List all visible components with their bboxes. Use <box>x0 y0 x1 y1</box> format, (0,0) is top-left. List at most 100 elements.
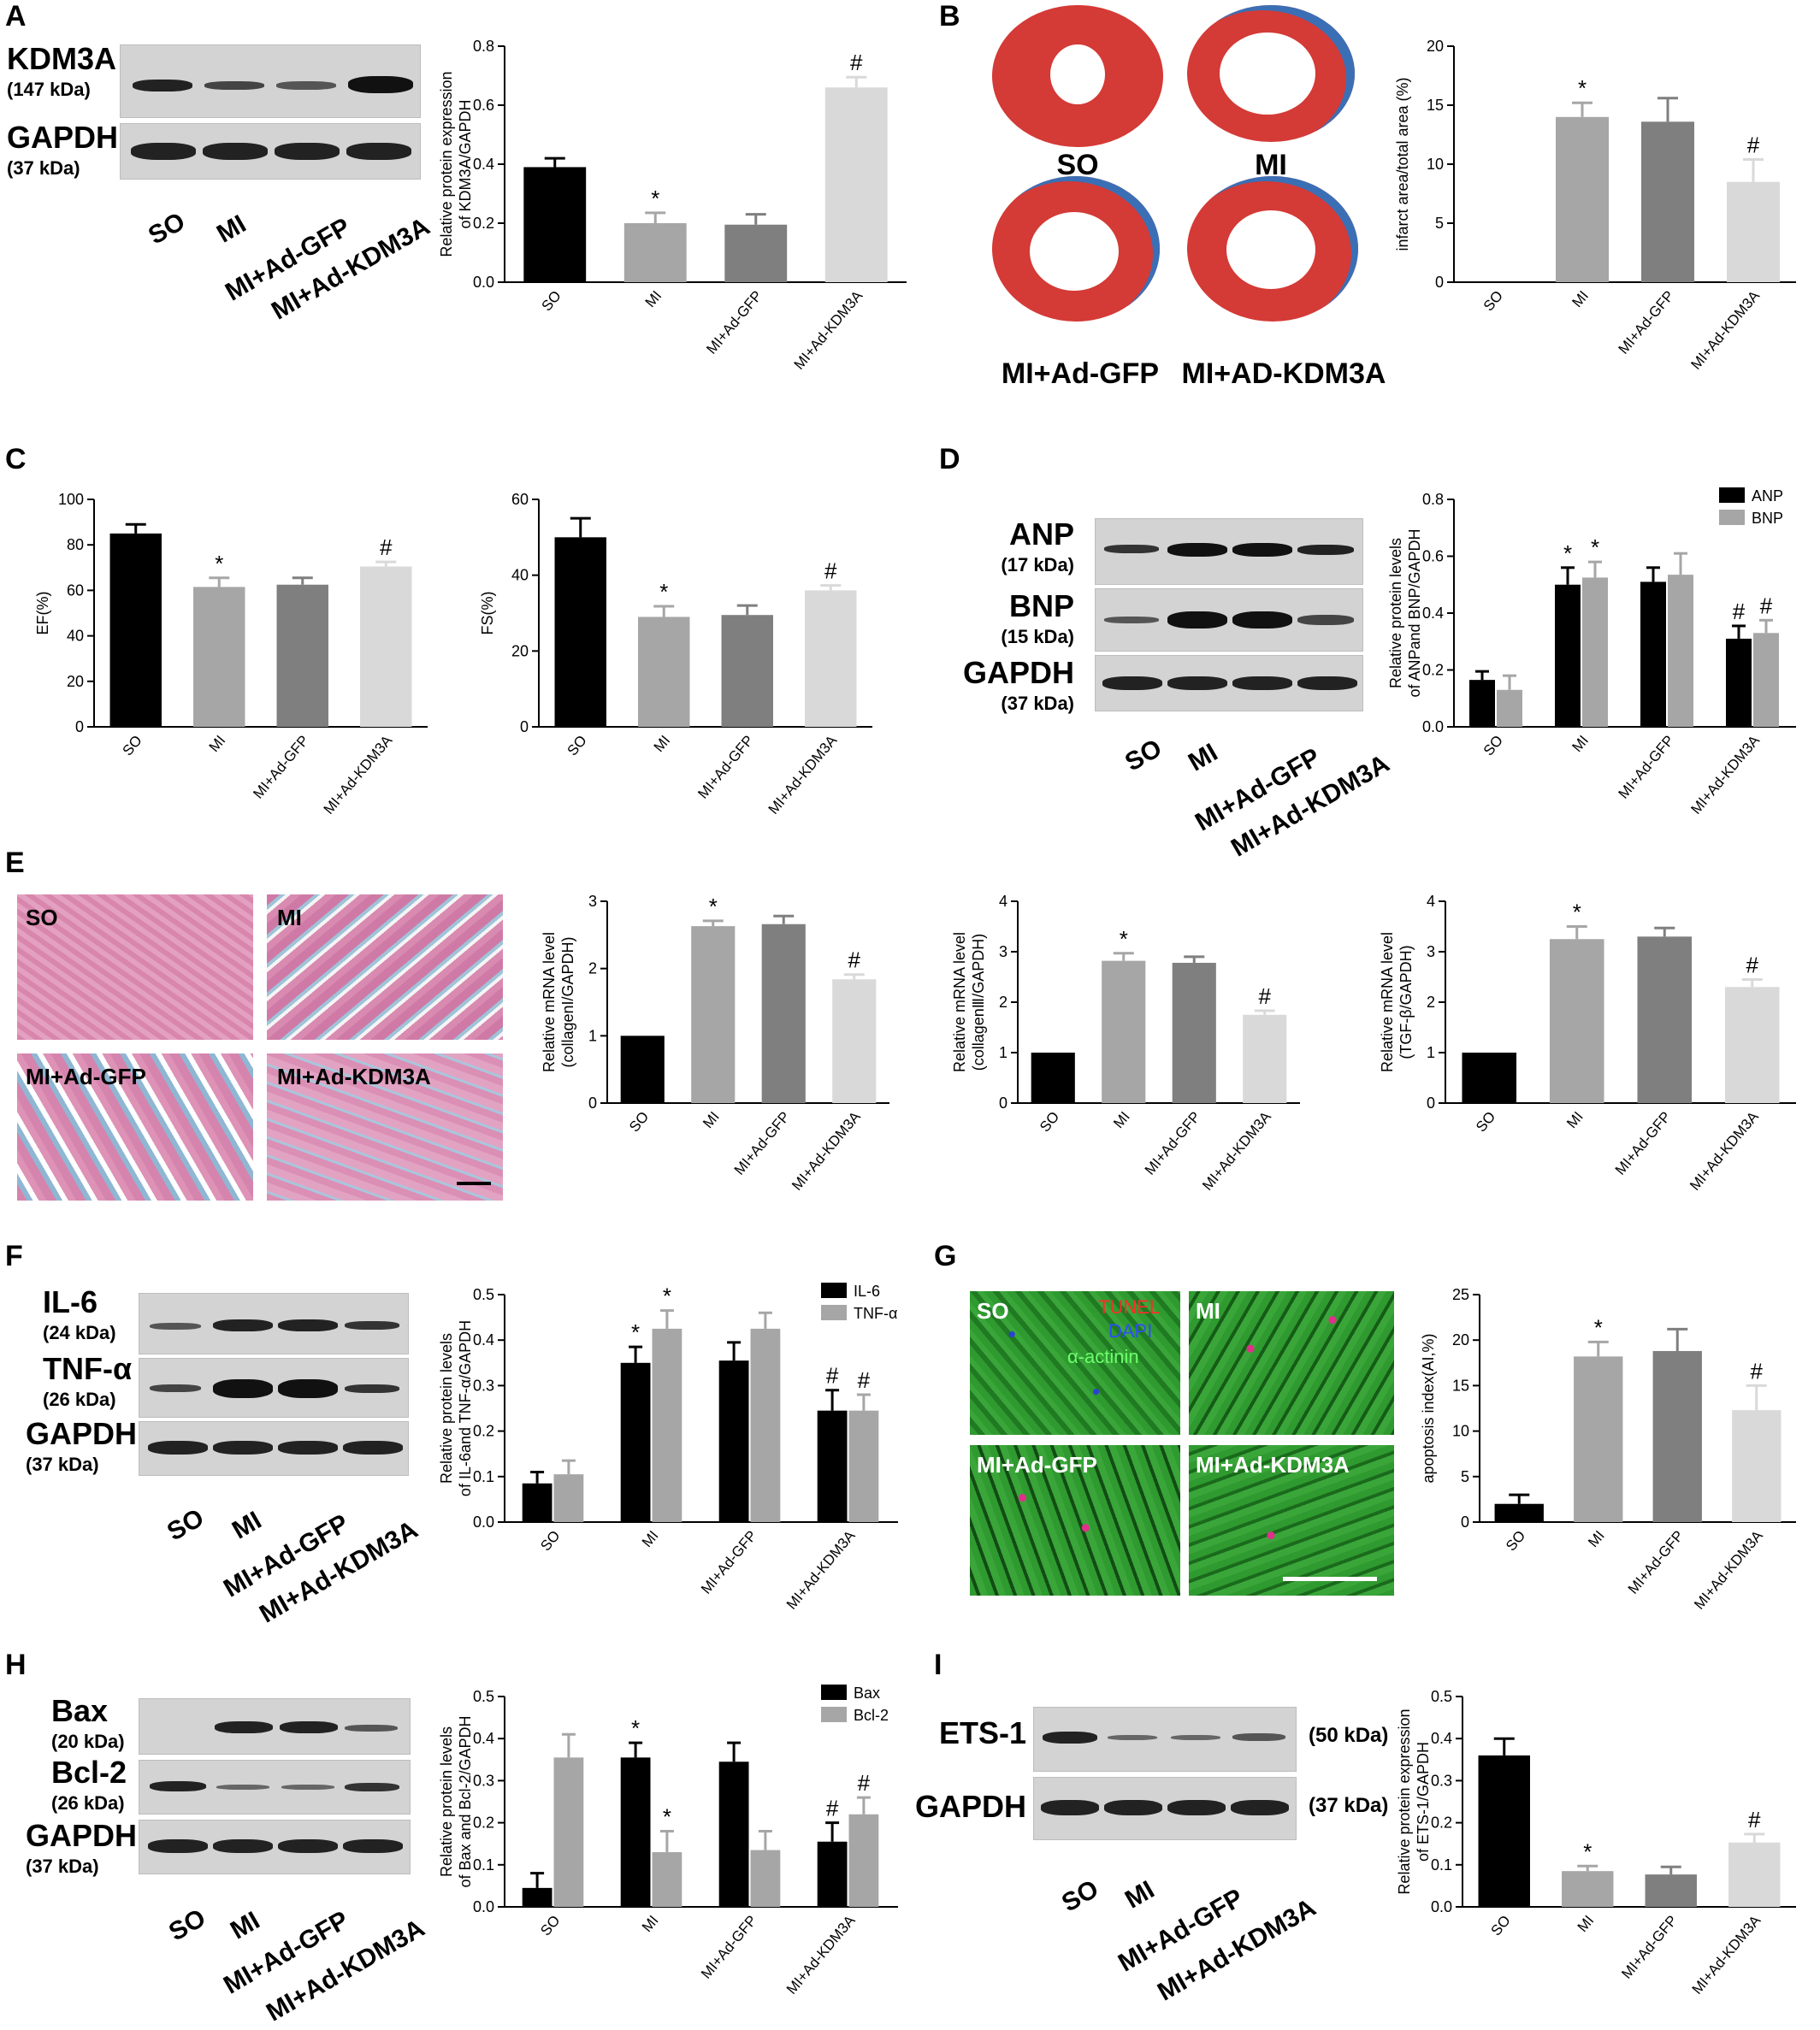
blot-row-label: GAPDH (37 kDa) <box>26 1416 137 1476</box>
bar <box>1726 638 1752 727</box>
protein-kda: (37 kDa) <box>26 1856 99 1877</box>
bar <box>522 1483 552 1522</box>
y-tick-label: 15 <box>1452 1377 1469 1394</box>
y-tick-label: 10 <box>1427 156 1444 173</box>
y-tick-label: 60 <box>67 581 84 599</box>
legend-swatch <box>821 1707 847 1722</box>
bar <box>1640 581 1666 727</box>
y-tick-label: 0.0 <box>473 1898 494 1915</box>
bar <box>620 1362 651 1522</box>
blot-row-label: IL-6 (24 kDa) <box>43 1284 116 1344</box>
y-tick-label: 0.0 <box>473 274 494 291</box>
western-blot-anp <box>1095 518 1363 585</box>
y-tick-label: 2 <box>588 960 597 977</box>
x-tick-label: MI <box>1569 732 1592 755</box>
y-tick-label: 0.5 <box>473 1286 494 1303</box>
panel-label-b: B <box>939 0 960 32</box>
significance-mark: * <box>1594 1314 1603 1340</box>
bar-chart-tgf-beta: 0 1 2 3 4 Relative mRNA level (TGF-β/GAPDH) SO *… <box>1379 893 1796 1194</box>
y-axis-label: apoptosis index(AI,%) <box>1420 1333 1437 1483</box>
blot-row-label: ANP (17 kDa) <box>980 516 1074 576</box>
y-axis-label-line: of IL-6and TNF-α/GAPDH <box>457 1320 474 1496</box>
y-tick-label: 20 <box>1452 1331 1469 1348</box>
stain-label-actinin: α-actinin <box>1067 1346 1139 1367</box>
y-tick-label: 1 <box>588 1027 597 1044</box>
y-tick-label: 0.0 <box>473 1514 494 1531</box>
histology-tile-so <box>17 894 253 1040</box>
y-tick-label: 0.2 <box>473 1815 494 1832</box>
bar <box>1728 1842 1781 1907</box>
y-axis-label: Relative protein levels of ANPand BNP/GAP… <box>1387 528 1423 697</box>
stain-label-dapi: DAPI <box>1108 1320 1153 1342</box>
tile-label: SO <box>977 1298 1009 1324</box>
y-tick-label: 0 <box>520 718 529 735</box>
protein-kda: (37 kDa) <box>7 157 80 179</box>
bar <box>1031 1053 1075 1103</box>
western-blot-bax <box>139 1698 411 1755</box>
y-tick-label: 0.3 <box>473 1772 494 1789</box>
significance-mark: * <box>1591 534 1599 560</box>
x-tick-label: MI <box>1110 1108 1133 1131</box>
x-tick-label: MI <box>206 732 229 755</box>
y-tick-label: 3 <box>1427 943 1435 960</box>
bar <box>553 1757 584 1907</box>
significance-mark: # <box>848 947 861 973</box>
x-tick-label: MI+Ad-KDM3A <box>789 1108 864 1194</box>
western-blot-gapdh <box>1033 1777 1297 1840</box>
protein-name: ANP <box>1008 516 1074 552</box>
y-tick-label: 3 <box>588 893 597 910</box>
y-tick-label: 0 <box>999 1095 1008 1112</box>
legend-label: Bax <box>854 1685 880 1702</box>
significance-mark: * <box>1578 75 1587 101</box>
legend-label: IL-6 <box>854 1283 880 1300</box>
y-axis-label-line: Relative mRNA level <box>541 932 558 1072</box>
significance-mark: * <box>663 1284 671 1309</box>
x-tick-label: MI+Ad-GFP <box>250 732 312 801</box>
y-tick-label: 40 <box>511 567 529 584</box>
bar <box>1641 121 1694 282</box>
x-tick-label: MI <box>642 287 665 310</box>
grouped-bar-chart-bax-bcl2: 0.0 0.1 0.2 0.3 0.4 0.5 Relative protein level… <box>438 1685 898 1998</box>
y-axis-label-line: Relative protein expression <box>1396 1708 1413 1894</box>
protein-kda: (147 kDa) <box>7 79 91 100</box>
x-tick-label: MI <box>639 1912 662 1935</box>
bar <box>1582 577 1608 727</box>
protein-name: GAPDH <box>963 655 1075 690</box>
y-tick-label: 0 <box>1435 274 1444 291</box>
tile-label: MI+Ad-KDM3A <box>277 1064 431 1089</box>
grouped-bar-chart-il6-tnfa: 0.0 0.1 0.2 0.3 0.4 0.5 Relative protein level… <box>438 1283 898 1613</box>
y-axis-label: infarct area/total area (%) <box>1394 77 1411 251</box>
x-tick-label: SO <box>1473 1108 1498 1135</box>
y-tick-label: 0 <box>75 718 84 735</box>
western-blot-bcl2 <box>139 1760 411 1815</box>
group-label: SO <box>162 1503 210 1547</box>
tile-label: MI+Ad-KDM3A <box>1196 1452 1350 1478</box>
y-tick-label: 20 <box>511 642 529 659</box>
y-axis-label: Relative protein expression of KDM3A/GAPD… <box>438 71 474 257</box>
protein-kda: (37 kDa) <box>1001 693 1074 714</box>
bar <box>522 1887 552 1907</box>
bar <box>817 1841 848 1907</box>
y-tick-label: 10 <box>1452 1423 1469 1440</box>
protein-kda: (26 kDa) <box>43 1389 116 1410</box>
y-tick-label: 15 <box>1427 97 1444 114</box>
heart-label: MI+AD-KDM3A <box>1181 357 1386 390</box>
x-tick-label: SO <box>1480 732 1506 758</box>
significance-mark: # <box>1751 1358 1764 1384</box>
bar <box>1555 584 1581 727</box>
bar <box>360 566 412 727</box>
significance-mark: # <box>826 1796 839 1821</box>
bar <box>623 223 687 282</box>
western-blot-tnfa <box>139 1358 409 1418</box>
legend-swatch <box>1719 487 1745 503</box>
protein-kda: (15 kDa) <box>1001 626 1074 647</box>
y-axis-label-line: (collagenI/GAPDH) <box>559 936 576 1067</box>
y-tick-label: 0.6 <box>1422 548 1444 565</box>
y-tick-label: 0.4 <box>473 1730 494 1747</box>
significance-mark: # <box>1746 952 1759 977</box>
tile-label: MI <box>1196 1298 1220 1324</box>
group-label: SO <box>164 1903 211 1947</box>
y-axis-label-line: Relative protein levels <box>438 1726 455 1877</box>
protein-kda: (37 kDa) <box>26 1454 99 1475</box>
blot-row-label: KDM3A (147 kDa) <box>7 41 116 101</box>
